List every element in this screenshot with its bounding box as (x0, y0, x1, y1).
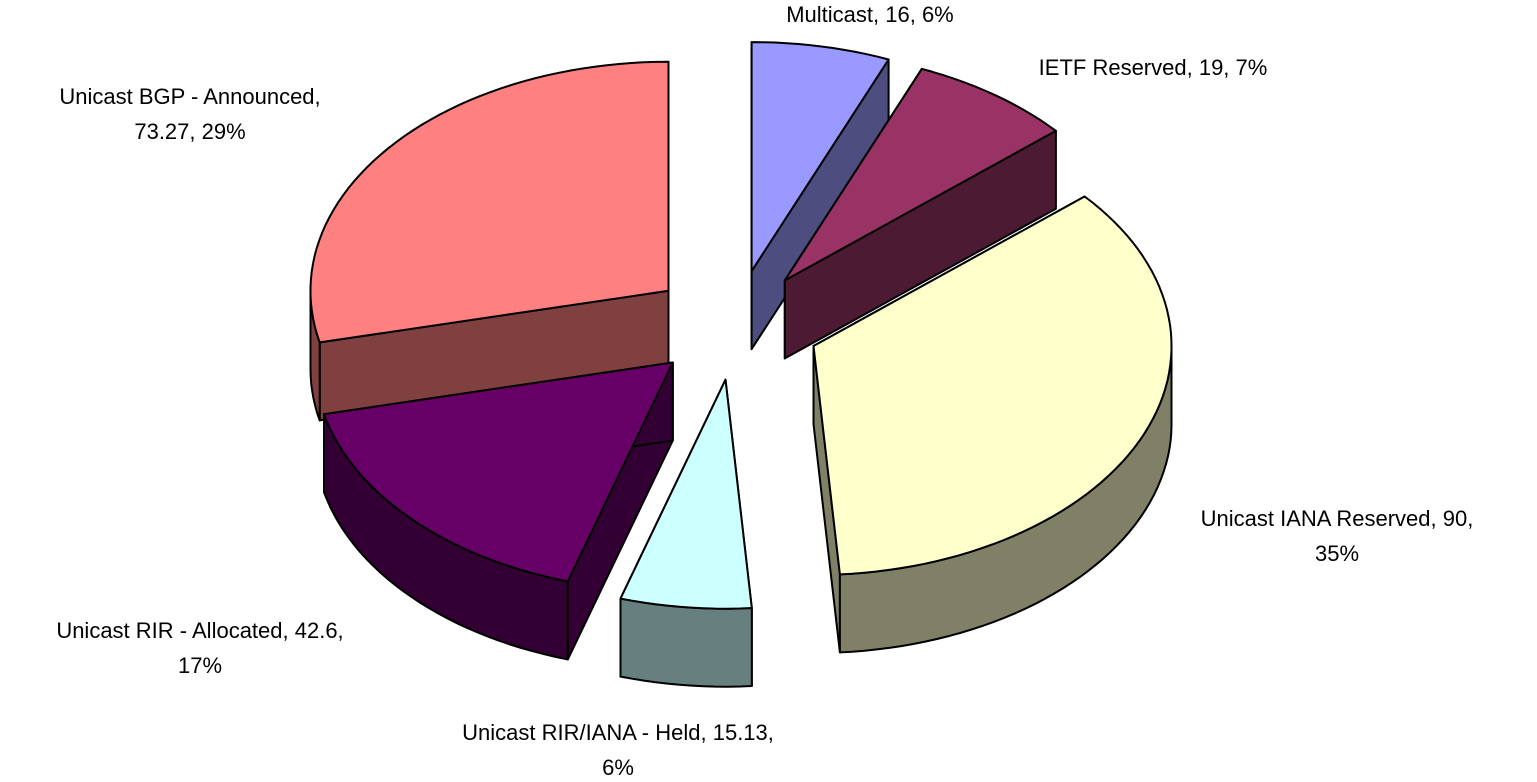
slice (750, 41, 890, 351)
pie-slice (309, 60, 670, 344)
data-label-line: 35% (1315, 541, 1359, 566)
data-label-line: Unicast RIR - Allocated, 42.6, (56, 618, 343, 643)
slice (619, 378, 753, 688)
pie-slice (750, 41, 890, 273)
data-label: Unicast RIR/IANA - Held, 15.13, 6% (462, 720, 774, 780)
data-label-line: 73.27, 29% (134, 119, 245, 144)
data-label: Unicast IANA Reserved, 90, 35% (1201, 506, 1474, 566)
data-label-line: IETF Reserved, 19, 7% (1039, 55, 1268, 80)
data-label: Unicast BGP - Announced, 73.27, 29% (59, 84, 320, 144)
slice (783, 67, 1057, 360)
slice (323, 361, 674, 661)
data-label: Unicast RIR - Allocated, 42.6, 17% (56, 618, 343, 678)
pie-slice (619, 378, 753, 610)
data-label-line: 17% (178, 653, 222, 678)
data-label-line: Unicast BGP - Announced, (59, 84, 320, 109)
data-label: Multicast, 16, 6% (786, 2, 954, 27)
slice (309, 60, 670, 422)
data-label-line: Unicast RIR/IANA - Held, 15.13, (462, 720, 774, 745)
data-label-line: Multicast, 16, 6% (786, 2, 954, 27)
pie-slice (323, 361, 674, 583)
slice-side (619, 597, 753, 688)
data-label: IETF Reserved, 19, 7% (1039, 55, 1268, 80)
pie-slice (783, 67, 1057, 282)
pie-slice (812, 195, 1173, 576)
slice (812, 195, 1173, 654)
data-label-line: 6% (602, 755, 634, 780)
data-label-line: Unicast IANA Reserved, 90, (1201, 506, 1474, 531)
